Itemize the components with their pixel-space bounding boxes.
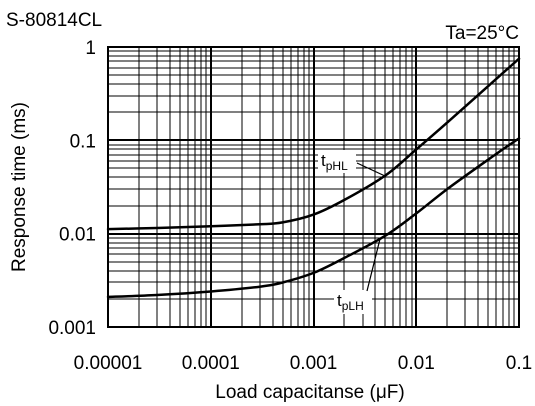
series-label-subscript: pLH xyxy=(342,299,364,313)
x-tick-label: 0.001 xyxy=(290,353,338,374)
series-line-tphl xyxy=(106,57,521,231)
x-tick-label: 0.00001 xyxy=(74,353,143,374)
series-label-main: t xyxy=(337,291,342,310)
series-line-tplh xyxy=(106,137,521,299)
series-label-background xyxy=(334,290,372,314)
y-tick-labels: 0.001 0.01 0.1 1 xyxy=(48,38,96,339)
series-label-leader-line xyxy=(356,162,386,177)
series-label-text: tpLH xyxy=(337,291,364,313)
plot-frame xyxy=(107,46,520,328)
series-label-tplh: tpLH xyxy=(334,238,381,314)
series-label-text: tpHL xyxy=(321,151,348,173)
series-label-leader-line xyxy=(366,238,381,292)
series-label-main: t xyxy=(321,151,326,170)
y-tick-label: 0.01 xyxy=(59,225,96,246)
x-tick-label: 0.0001 xyxy=(182,353,240,374)
grid-lines xyxy=(108,47,519,327)
x-tick-label: 0.01 xyxy=(398,353,435,374)
chart-title: S-80814CL xyxy=(6,10,102,31)
y-tick-label: 0.001 xyxy=(48,318,96,339)
y-tick-label: 0.1 xyxy=(70,131,96,152)
x-tick-label: 0.1 xyxy=(506,353,532,374)
x-axis-label: Load capacitanse (μF) xyxy=(215,382,404,403)
series-label-tphl: tpHL xyxy=(318,150,386,177)
x-tick-labels: 0.00001 0.0001 0.001 0.01 0.1 xyxy=(74,353,533,374)
temperature-annotation: Ta=25°C xyxy=(445,23,519,44)
series-label-subscript: pHL xyxy=(326,159,348,173)
series-lines xyxy=(106,57,521,299)
series-label-background xyxy=(318,150,356,173)
y-tick-label: 1 xyxy=(85,38,96,59)
y-axis-label: Response time (ms) xyxy=(9,102,30,272)
